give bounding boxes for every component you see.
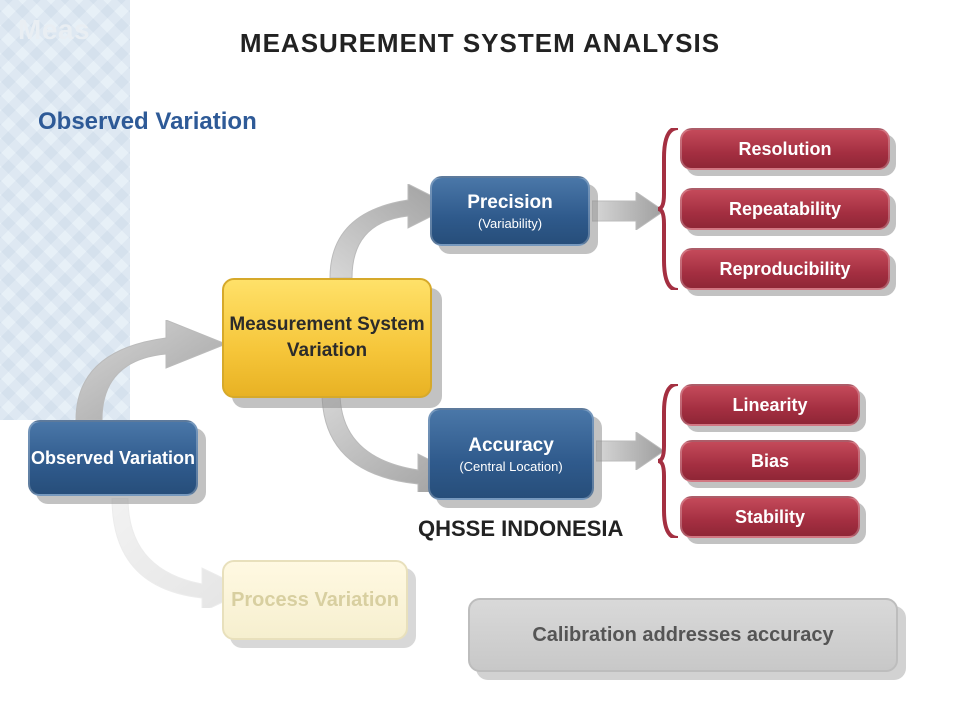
qhsse-caption: QHSSE INDONESIA [418, 516, 623, 542]
box-repeatability: Repeatability [680, 188, 890, 230]
subtitle: Observed Variation [38, 108, 257, 136]
box-msv: Measurement System Variation [222, 278, 432, 398]
box-msv-label: Measurement System Variation [224, 312, 430, 363]
box-observed-label: Observed Variation [31, 448, 195, 469]
box-precision: Precision (Variability) [430, 176, 590, 246]
box-calibration: Calibration addresses accuracy [468, 598, 898, 672]
brace-precision-group [658, 128, 682, 290]
box-observed-variation: Observed Variation [28, 420, 198, 496]
box-resolution-label: Resolution [739, 139, 832, 160]
box-bias-label: Bias [751, 451, 789, 472]
page-title: MEASUREMENT SYSTEM ANALYSIS [0, 28, 960, 59]
box-linearity: Linearity [680, 384, 860, 426]
box-stability: Stability [680, 496, 860, 538]
box-reproducibility-label: Reproducibility [719, 259, 850, 280]
box-process-label: Process Variation [231, 589, 399, 612]
box-accuracy: Accuracy (Central Location) [428, 408, 594, 500]
box-stability-label: Stability [735, 507, 805, 528]
box-resolution: Resolution [680, 128, 890, 170]
box-linearity-label: Linearity [732, 395, 807, 416]
brace-accuracy-group [658, 384, 682, 538]
box-accuracy-sub: (Central Location) [459, 459, 562, 474]
box-repeatability-label: Repeatability [729, 199, 841, 220]
arrow-observed-to-process [108, 498, 238, 608]
box-calibration-label: Calibration addresses accuracy [532, 622, 833, 648]
box-reproducibility: Reproducibility [680, 248, 890, 290]
arrow-precision-to-outputs [592, 192, 664, 230]
box-precision-sub: (Variability) [478, 216, 542, 231]
arrow-accuracy-to-outputs [596, 432, 664, 470]
box-precision-label: Precision [467, 192, 553, 214]
arrow-observed-to-msv [66, 320, 226, 430]
box-process-variation: Process Variation [222, 560, 408, 640]
box-bias: Bias [680, 440, 860, 482]
box-accuracy-label: Accuracy [468, 435, 554, 457]
